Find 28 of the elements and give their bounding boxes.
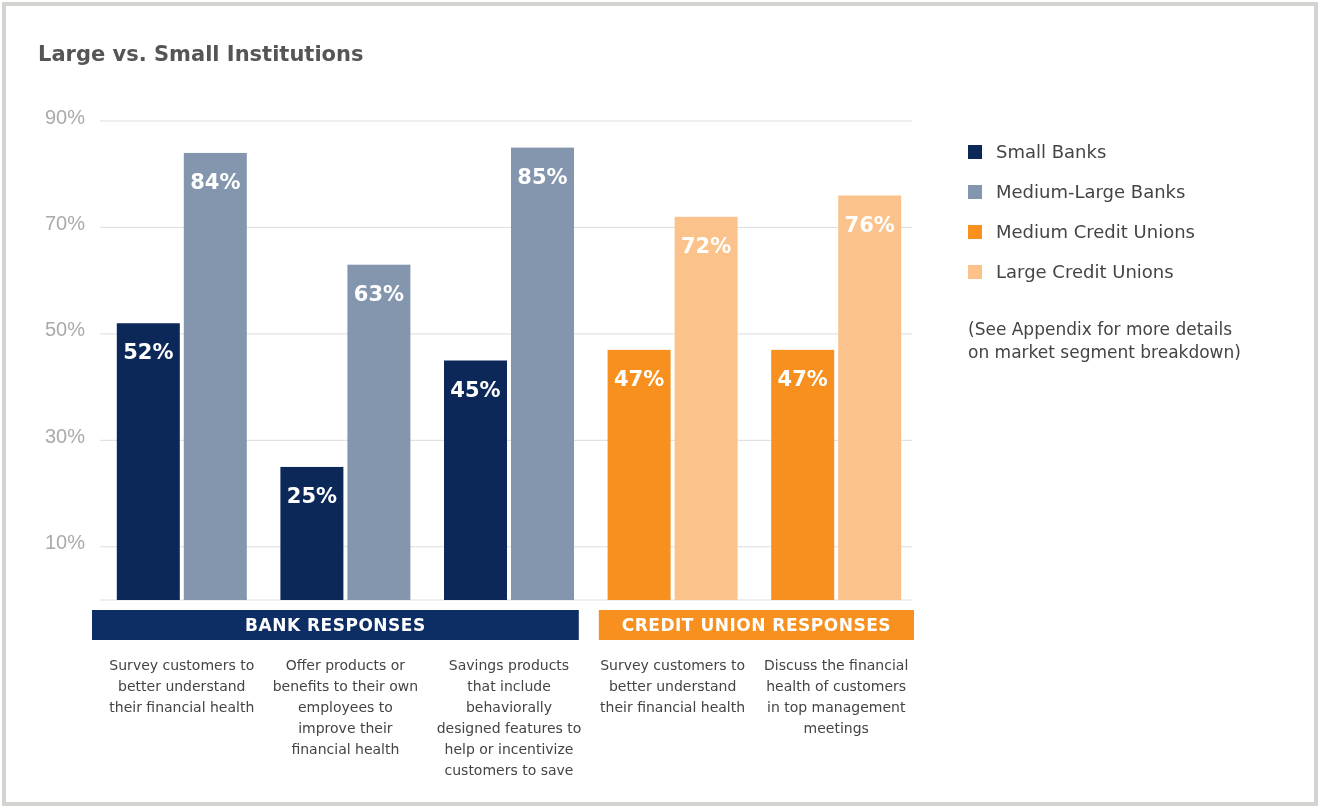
data-label: 72% [680,233,732,258]
x-tick-label: Survey customers to better understand their financial health [109,657,255,715]
y-tick-label: 90% [44,105,86,128]
y-tick-label: 30% [44,424,86,447]
data-label: 47% [613,366,665,391]
text: BANK RESPONSES [245,615,426,635]
text: CREDIT UNION RESPONSES [621,615,892,635]
x-tick-label: Survey customers to better understand their financial health [600,657,746,715]
data-label: 52% [123,340,174,365]
data-label: 76% [844,212,895,237]
x-tick-label: Offer products or benefits to their own employees to improve their financial health [272,657,419,757]
data-label: 47% [777,366,828,391]
x-tick-label: Discuss the financial health of customers in top management meetings [764,657,909,736]
data-label: 85% [517,164,568,189]
legend-label: Large Credit Unions [996,261,1174,282]
data-label: 25% [286,483,338,508]
y-tick-label: 10% [44,531,86,554]
legend-label: Small Banks [996,141,1107,162]
data-label: 84% [190,169,241,194]
legend-label: Medium-Large Banks [996,181,1186,202]
data-label: 45% [450,377,501,402]
x-tick-label: Savings products that include behaviorally designed features to help or incentivize customers to save [436,657,582,778]
data-label: 63% [353,281,405,306]
legend-label: Medium Credit Unions [996,221,1195,242]
y-tick-label: 50% [44,318,86,341]
y-tick-label: 70% [44,211,86,234]
text: (See Appendix for more details on market segment breakdown) [968,319,1241,362]
chart-title: Large vs. Small Institutions [38,42,364,66]
